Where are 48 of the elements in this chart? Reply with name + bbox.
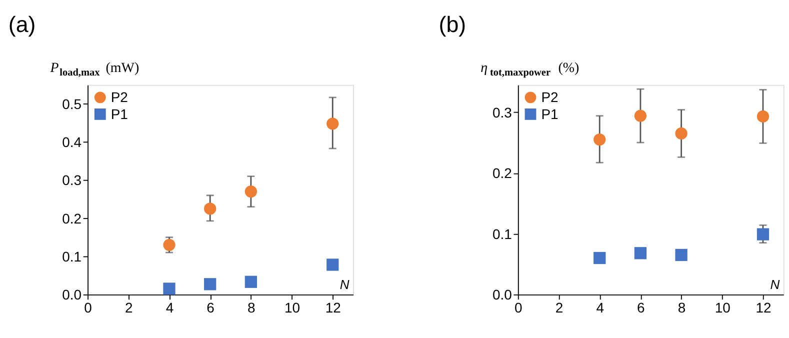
- x-tick-label: 10: [284, 300, 300, 316]
- x-tick-label: 4: [596, 300, 604, 316]
- x-axis-title: N: [340, 276, 350, 292]
- point: [204, 202, 216, 215]
- legend-label: P1: [110, 106, 128, 122]
- point: [244, 276, 258, 288]
- point: [634, 110, 647, 122]
- x-axis-title: N: [770, 276, 780, 292]
- point: [326, 118, 339, 130]
- point: [756, 228, 770, 240]
- x-tick-label: 6: [206, 300, 215, 316]
- point: [634, 247, 647, 260]
- x-tick-label: 12: [325, 300, 342, 316]
- point: [675, 248, 688, 262]
- chart-title: (b): [438, 12, 466, 37]
- y-tick-label: 0.3: [492, 104, 512, 120]
- x-tick-label: 2: [124, 300, 133, 316]
- x-tick-label: 8: [678, 300, 686, 316]
- point: [204, 278, 216, 290]
- legend-label: P1: [541, 106, 559, 122]
- x-tick-label: 12: [756, 300, 772, 316]
- x-tick-label: 10: [714, 300, 731, 316]
- y-tick-label: 0.0: [492, 286, 512, 303]
- point: [163, 238, 176, 251]
- y-tick-label: 0.2: [62, 210, 82, 226]
- point: [675, 127, 688, 140]
- chart-title: (a): [8, 12, 36, 37]
- point: [326, 258, 339, 271]
- legend-label: P2: [541, 89, 559, 106]
- point: [244, 185, 258, 198]
- legend-label: P2: [110, 89, 128, 106]
- point: [163, 282, 176, 295]
- point: [594, 252, 606, 264]
- y-tick-label: 0.1: [62, 248, 82, 264]
- x-tick-label: 4: [166, 300, 174, 316]
- x-tick-label: 6: [637, 300, 646, 316]
- y-tick-label: 0.1: [492, 226, 512, 242]
- x-tick-label: 2: [555, 300, 564, 316]
- x-tick-label: 0: [514, 300, 522, 316]
- y-tick-label: 0.2: [492, 165, 512, 182]
- y-tick-label: 0.5: [62, 96, 82, 112]
- y-tick-label: 0.0: [62, 286, 82, 303]
- x-tick-label: 0: [84, 300, 92, 316]
- y-tick-label: 0.4: [62, 134, 82, 150]
- x-tick-label: 8: [248, 300, 256, 316]
- y-tick-label: 0.3: [62, 172, 82, 188]
- point: [756, 110, 770, 123]
- point: [594, 133, 606, 146]
